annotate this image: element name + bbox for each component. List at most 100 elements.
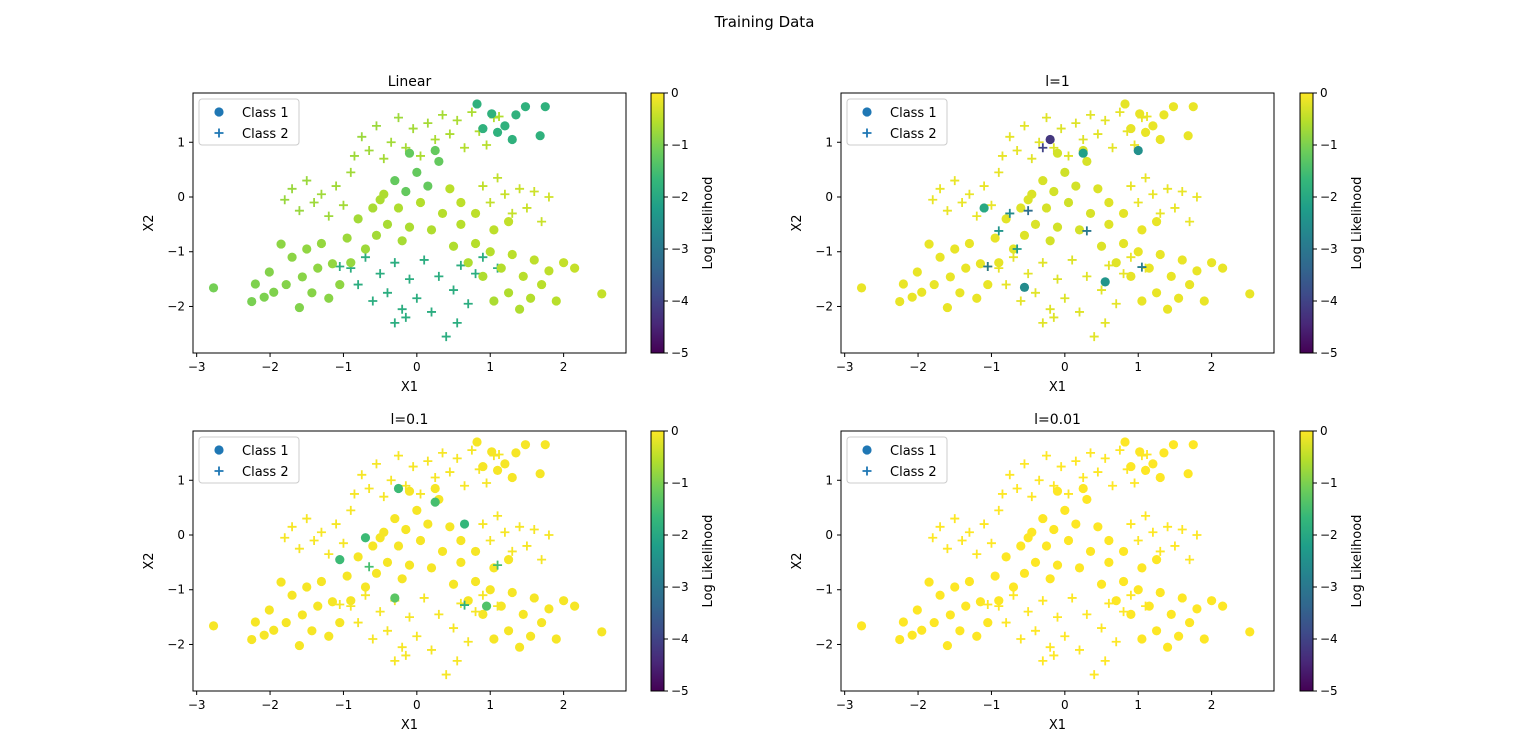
class1-point [1111,258,1121,268]
class2-point [544,192,554,202]
y-tick-label: −1 [167,583,185,597]
class1-point [1140,127,1151,138]
class2-point [522,203,532,213]
class1-point [302,582,312,592]
class2-point [397,304,407,314]
class2-point [1100,318,1110,328]
class2-point [1027,492,1037,502]
class1-point [415,197,426,208]
colorbar-label: Log Likelihood [1350,177,1365,270]
class1-point [503,217,514,227]
class2-point [408,462,418,472]
class1-point [994,258,1004,268]
class2-point [324,549,334,559]
class1-point [1052,222,1063,232]
class2-point [994,226,1004,236]
class1-point [559,596,569,606]
x-tick-label: 2 [1208,698,1216,712]
class1-point [1159,448,1169,458]
class1-point [390,593,400,603]
class1-point [979,203,989,213]
scatter-points [208,437,607,680]
class1-point [972,293,982,303]
class1-point [551,296,561,306]
class2-point [1097,285,1107,295]
axes-frame [840,430,1275,692]
class1-point [430,145,440,156]
class1-point [463,258,473,268]
class2-point [1130,478,1140,488]
class2-point [1142,112,1152,122]
class1-point [1218,601,1228,611]
class2-point [529,525,539,535]
class1-point [950,244,960,254]
class1-point [269,287,279,297]
panel-title: l=0.1 [391,412,429,428]
colorbar-tick-label: −1 [1320,138,1338,152]
class2-point [1034,137,1044,147]
colorbar-tick-label: −1 [671,476,689,490]
class1-point [935,590,945,600]
class2-point [1008,590,1018,600]
class2-point [309,535,319,545]
class1-point [423,519,433,529]
class1-point [525,631,536,641]
class2-point [493,511,503,521]
class2-point [482,478,492,488]
class1-point [535,131,545,141]
class1-point [983,279,993,290]
colorbar-gradient [650,430,665,692]
class2-point [1086,448,1096,458]
class2-point [1100,115,1110,125]
class2-point [423,118,433,128]
class2-point [1104,598,1114,608]
y-axis-label: X2 [142,214,157,231]
x-tick-label: −2 [261,360,279,374]
x-tick-label: −1 [335,698,353,712]
legend-box [198,98,300,146]
class1-point [597,627,607,637]
class2-point [1108,481,1118,491]
class2-point [482,140,492,150]
class2-point [1086,110,1096,120]
colorbar: 0 −1 −2 −3 −4 −5 Log Likelihood [1299,86,1365,360]
class1-point [281,279,291,290]
class2-point [1005,132,1015,142]
class2-point [1155,546,1165,556]
colorbar-tick-label: −1 [671,138,689,152]
class2-point [1023,607,1033,617]
class2-point [1119,269,1129,279]
class2-point [1082,226,1092,236]
class1-point [1019,568,1030,578]
colorbar-tick-label: −4 [671,294,689,308]
class1-point [307,626,317,636]
class1-point [1096,241,1107,251]
class1-point [415,535,426,546]
class2-point [994,167,1004,177]
class2-point [467,445,477,455]
class2-point [412,631,422,641]
class2-point [302,176,312,186]
scatter-points [856,437,1255,680]
class1-point [1001,552,1011,562]
class1-point [950,582,960,592]
class2-point [419,255,429,265]
figure-title: Training Data [714,13,815,31]
class2-point [438,448,448,458]
class1-point [313,263,323,273]
class1-point [535,469,545,479]
class2-point [1019,459,1029,469]
class2-point [401,312,411,322]
x-tick-label: −2 [909,360,927,374]
legend-class1-marker [214,107,224,117]
class2-point [375,607,385,617]
class1-point [1177,255,1187,265]
class1-point [1093,184,1103,194]
colorbar-tick-label: −3 [671,580,689,594]
class2-point [529,187,539,197]
class2-point [375,269,385,279]
class2-point [445,467,455,477]
class1-point [404,560,415,570]
axes-frame [840,92,1275,354]
